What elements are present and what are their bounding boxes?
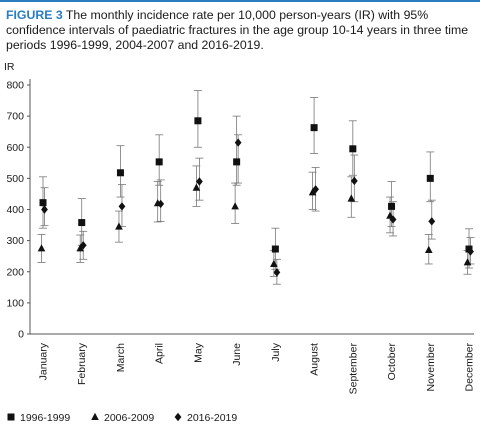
- x-tick-label: September: [347, 343, 359, 395]
- y-tick-label: 100: [6, 297, 24, 309]
- data-point-square: [310, 124, 318, 132]
- data-point-square: [78, 219, 86, 227]
- caption-text: The monthly incidence rate per 10,000 pe…: [6, 8, 469, 52]
- data-point-diamond: [428, 217, 436, 226]
- y-tick-label: 800: [6, 80, 24, 92]
- data-point-square: [349, 145, 357, 153]
- x-tick-label: November: [425, 342, 437, 391]
- data-point-triangle: [463, 258, 472, 266]
- data-point-triangle: [424, 245, 433, 253]
- x-tick-label: April: [154, 343, 166, 364]
- y-tick-label: 500: [6, 173, 24, 185]
- x-tick-label: August: [309, 343, 321, 376]
- axes: [29, 79, 474, 335]
- data-point-square: [271, 245, 279, 253]
- x-tick-label: July: [270, 342, 282, 361]
- data-point-triangle: [308, 188, 317, 196]
- data-point-square: [116, 169, 124, 177]
- x-tick-label: October: [386, 343, 398, 381]
- data-point-triangle: [115, 222, 123, 230]
- data-point-diamond: [234, 138, 242, 147]
- y-tick-label: 300: [6, 235, 24, 247]
- data-point-diamond: [196, 177, 203, 186]
- data-point-triangle: [37, 244, 46, 252]
- data-marks: [37, 90, 475, 285]
- data-point-square: [194, 117, 202, 125]
- x-tick-label: December: [464, 342, 476, 391]
- data-point-diamond: [312, 185, 319, 194]
- legend-label: 2016-2019: [187, 412, 237, 424]
- legend-triangle-icon: [91, 412, 99, 420]
- data-point-diamond: [118, 202, 126, 211]
- y-ticks: 0 100 200 300 400 500 600 700 800: [6, 80, 30, 341]
- y-tick-label: 400: [6, 204, 24, 216]
- figure-label: FIGURE 3: [6, 8, 63, 22]
- x-ticks: January February March April May June July Augu…: [38, 342, 476, 394]
- data-point-diamond: [467, 247, 474, 256]
- data-point-diamond: [389, 215, 397, 224]
- y-axis-label: IR: [4, 61, 15, 73]
- x-tick-label: May: [192, 342, 204, 363]
- caption-top-rule: [0, 0, 480, 2]
- data-point-square: [233, 158, 241, 166]
- x-tick-label: February: [76, 342, 88, 385]
- legend-square-icon: [7, 413, 15, 421]
- data-point-triangle: [76, 244, 85, 252]
- data-point-square: [155, 158, 163, 166]
- legend-diamond-icon: [174, 412, 182, 422]
- x-tick-label: January: [38, 342, 50, 380]
- data-point-square: [426, 174, 434, 182]
- y-tick-label: 600: [6, 142, 24, 154]
- data-point-diamond: [273, 268, 281, 277]
- figure-caption: FIGURE 3 The monthly incidence rate per …: [6, 8, 474, 53]
- data-point-square: [465, 245, 473, 253]
- data-point-square: [39, 199, 47, 207]
- legend: 1996-1999 2006-2009 2016-2019: [7, 412, 237, 424]
- data-point-triangle: [231, 202, 239, 210]
- data-point-diamond: [41, 205, 48, 214]
- data-point-square: [388, 202, 396, 210]
- legend-label: 1996-1999: [20, 412, 70, 424]
- y-tick-label: 200: [6, 266, 24, 278]
- data-point-triangle: [270, 259, 278, 267]
- data-point-triangle: [347, 194, 356, 202]
- data-point-diamond: [79, 241, 87, 250]
- y-tick-label: 700: [6, 111, 24, 123]
- x-tick-label: March: [115, 343, 127, 372]
- data-point-diamond: [157, 199, 165, 209]
- data-point-diamond: [350, 176, 358, 186]
- legend-label: 2006-2009: [104, 412, 154, 424]
- data-point-triangle: [192, 183, 201, 191]
- y-tick-label: 0: [18, 329, 24, 341]
- x-tick-label: June: [231, 343, 243, 366]
